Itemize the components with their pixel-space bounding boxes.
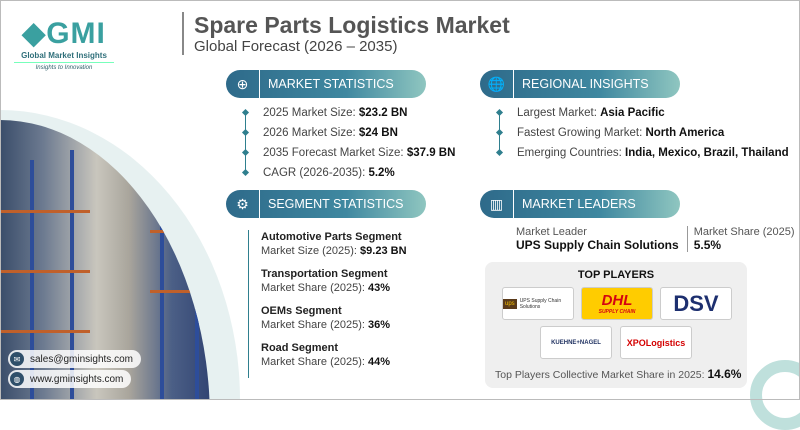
frame [0,0,800,400]
email-contact[interactable]: ✉ sales@gminsights.com [8,350,141,368]
segment-statistics-header: ⚙ SEGMENT STATISTICS [226,190,426,218]
collective-share: Top Players Collective Market Share in 2… [495,367,742,381]
website-link[interactable]: ◍ www.gminsights.com [8,370,132,388]
globe-icon: ◍ [10,372,24,386]
top-players-panel: TOP PLAYERS ups UPS Supply Chain Solution… [485,262,747,388]
segment-statistics-list: Automotive Parts Segment Market Size (202… [248,230,407,378]
dsv-logo: DSV [660,287,732,320]
regional-insights-header: 🌐 REGIONAL INSIGHTS [480,70,680,98]
leaders-icon: ▥ [480,190,514,218]
market-leaders-header: ▥ MARKET LEADERS [480,190,680,218]
gmi-logo: ◆GMI Global Market Insights Insights to … [14,16,114,71]
chart-globe-icon: ⊕ [226,70,260,98]
kuehne-nagel-logo: KUEHNE+NAGEL [540,326,612,359]
segment-icon: ⚙ [226,190,260,218]
market-leader: Market Leader UPS Supply Chain Solutions … [516,226,795,252]
dhl-logo: DHL SUPPLY CHAIN [581,287,653,320]
globe-icon: 🌐 [480,70,514,98]
ups-logo: ups UPS Supply Chain Solutions [502,287,574,320]
page-subtitle: Global Forecast (2026 – 2035) [194,38,398,55]
regional-insights-list: Largest Market: Asia Pacific Fastest Gro… [497,103,789,163]
market-statistics-list: 2025 Market Size: $23.2 BN 2026 Market S… [243,103,455,183]
mail-icon: ✉ [10,352,24,366]
page-title: Spare Parts Logistics Market Global Fore… [182,12,510,55]
xpo-logistics-logo: XPOLogistics [620,326,692,359]
market-statistics-header: ⊕ MARKET STATISTICS [226,70,426,98]
